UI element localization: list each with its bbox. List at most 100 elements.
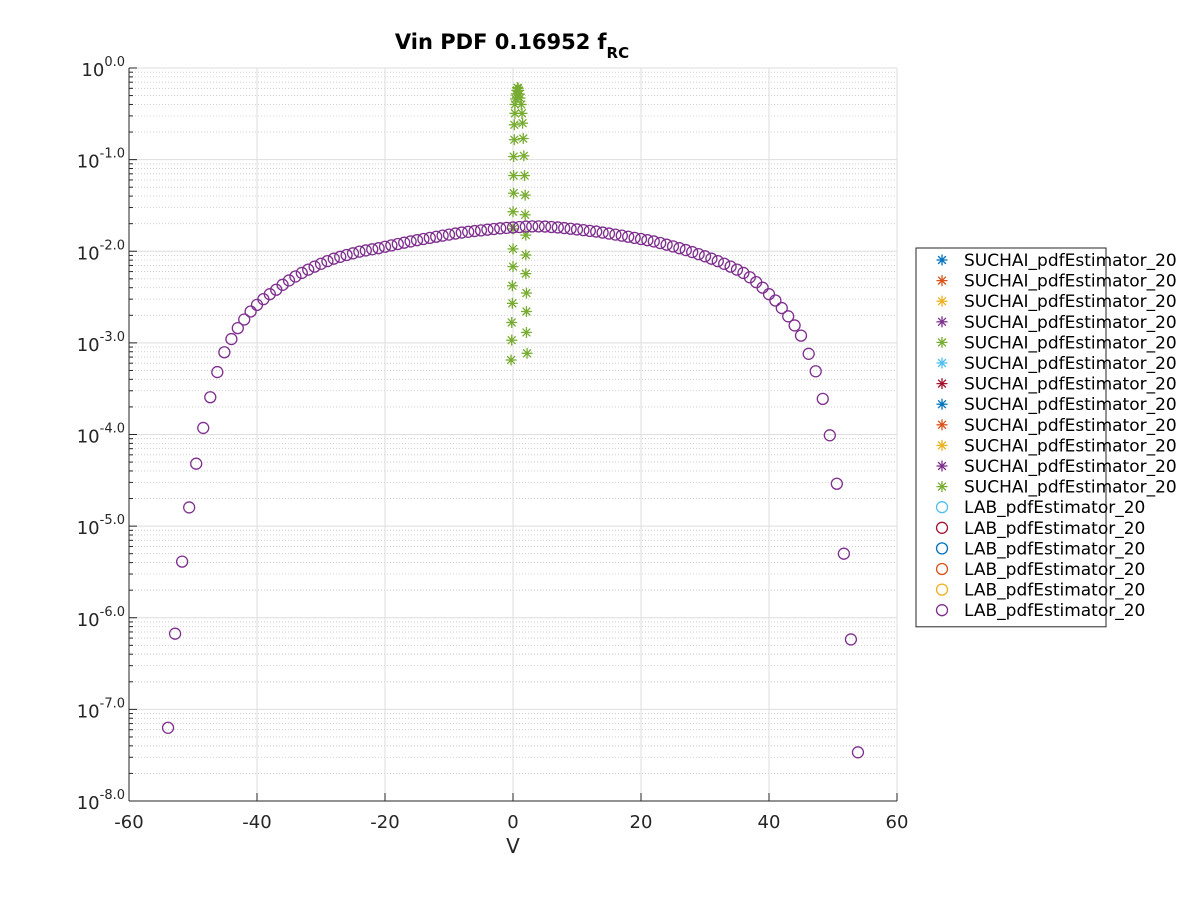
star-stroke — [522, 348, 532, 358]
legend-entry: LAB_pdfEstimator_20 — [935, 581, 1145, 601]
data-point — [508, 119, 520, 131]
star-stroke — [937, 255, 947, 265]
data-point — [802, 347, 815, 360]
legend-entry: SUCHAI_pdfEstimator_20 — [936, 272, 1177, 292]
star-stroke — [510, 100, 520, 109]
y-tick-label: 10-4.0 — [77, 422, 125, 448]
data-point — [516, 107, 528, 119]
data-point — [372, 242, 385, 255]
star-stroke — [937, 461, 947, 471]
data-point — [520, 306, 532, 318]
legend-label: SUCHAI_pdfEstimator_20 — [964, 395, 1177, 415]
data-point — [517, 117, 529, 129]
data-point — [385, 239, 398, 252]
y-tick-base: 10 — [77, 701, 100, 722]
star-stroke — [518, 118, 527, 128]
y-tick-base: 10 — [77, 152, 100, 173]
data-point — [314, 257, 328, 270]
legend-entry: SUCHAI_pdfEstimator_20 — [936, 436, 1177, 456]
data-point — [404, 235, 417, 248]
star-stroke — [508, 244, 518, 254]
data-point — [513, 220, 526, 234]
y-tick-base: 10 — [77, 335, 100, 356]
legend-marker-star — [936, 419, 948, 431]
data-point — [686, 245, 699, 259]
legend-entry: LAB_pdfEstimator_20 — [935, 498, 1145, 518]
data-point — [161, 721, 175, 734]
legend-marker-circle — [935, 521, 949, 534]
legend-label: SUCHAI_pdfEstimator_20 — [964, 333, 1177, 353]
star-stroke — [518, 134, 528, 143]
data-point — [673, 242, 686, 255]
data-point — [622, 230, 635, 243]
legend-marker-star — [936, 357, 948, 369]
legend-label: SUCHAI_pdfEstimator_20 — [964, 436, 1177, 456]
data-point — [353, 245, 366, 258]
data-point — [705, 252, 718, 265]
star-stroke — [510, 108, 520, 118]
data-point — [410, 234, 424, 247]
data-point — [238, 313, 251, 326]
chart-title-subscript: RC — [607, 44, 630, 62]
legend-label: SUCHAI_pdfEstimator_20 — [964, 292, 1177, 312]
data-point — [276, 278, 289, 291]
data-point — [647, 235, 660, 248]
data-point — [769, 294, 782, 307]
data-point — [474, 224, 488, 237]
y-tick-label: 10-5.0 — [77, 513, 125, 539]
legend-marker-star — [936, 398, 948, 410]
data-point — [602, 227, 616, 240]
data-point — [532, 220, 545, 233]
data-point — [519, 209, 531, 221]
data-point — [190, 457, 203, 470]
data-point — [654, 236, 667, 250]
star-stroke — [937, 482, 947, 491]
star-stroke — [509, 188, 518, 198]
data-point — [660, 238, 673, 251]
series-0 — [505, 82, 533, 366]
x-tick-label: -40 — [242, 812, 271, 833]
data-point — [334, 250, 347, 263]
data-point — [692, 247, 705, 261]
data-point — [679, 243, 692, 257]
star-stroke — [937, 338, 947, 347]
legend-entry: SUCHAI_pdfEstimator_20 — [936, 333, 1177, 353]
star-stroke — [937, 358, 947, 368]
data-point — [218, 346, 231, 359]
data-point — [823, 429, 836, 442]
data-point — [590, 225, 603, 238]
legend-label: SUCHAI_pdfEstimator_20 — [964, 457, 1177, 477]
data-point — [782, 310, 795, 323]
data-point — [570, 223, 584, 236]
data-point — [506, 280, 518, 292]
star-stroke — [516, 100, 526, 109]
data-point — [346, 247, 360, 260]
legend-entry: SUCHAI_pdfEstimator_20 — [936, 292, 1177, 312]
data-point — [436, 229, 449, 242]
star-stroke — [521, 250, 531, 260]
star-stroke — [509, 152, 518, 161]
legend-label: LAB_pdfEstimator_20 — [964, 581, 1145, 601]
data-point — [366, 243, 379, 256]
legend-marker-star — [936, 378, 948, 390]
data-point — [481, 223, 494, 236]
data-point — [508, 151, 520, 163]
legend-entry: SUCHAI_pdfEstimator_20 — [936, 478, 1177, 498]
data-point — [628, 231, 641, 245]
legend-entry: SUCHAI_pdfEstimator_20 — [936, 395, 1177, 415]
data-point — [398, 236, 411, 249]
data-point — [520, 326, 532, 338]
legend-marker-star — [936, 295, 948, 307]
y-tick-exponent: -6.0 — [100, 605, 125, 620]
y-tick-label: 10-2.0 — [77, 238, 125, 264]
legend-marker-star — [936, 439, 948, 451]
data-point — [506, 221, 520, 234]
legend-marker-star — [936, 275, 948, 287]
data-point — [507, 261, 519, 273]
data-point — [794, 329, 808, 342]
data-point — [500, 221, 513, 235]
data-point — [507, 243, 519, 255]
data-point — [175, 555, 189, 568]
legend-label: SUCHAI_pdfEstimator_20 — [964, 416, 1177, 436]
data-point — [225, 332, 238, 346]
